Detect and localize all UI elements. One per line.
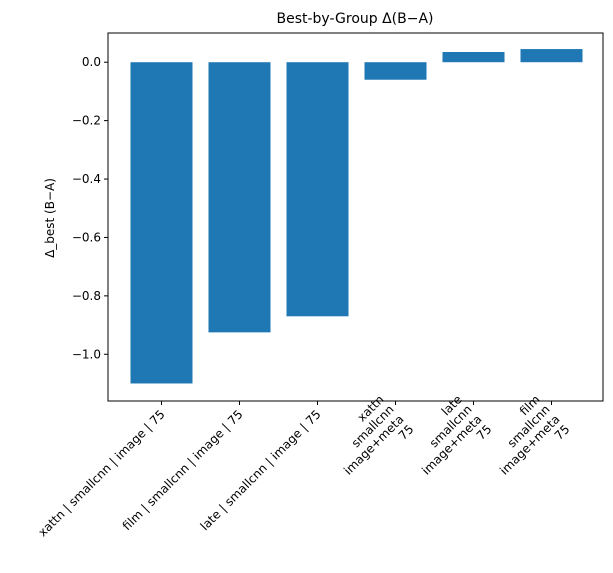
bar <box>286 62 349 317</box>
y-ticks: 0.0 −0.2 −0.4 −0.6 −0.8 −1.0 <box>72 55 108 361</box>
y-tick-label: −0.4 <box>72 172 101 186</box>
bars-layer <box>130 49 583 384</box>
bar <box>208 62 271 333</box>
y-tick-label: 0.0 <box>82 55 101 69</box>
x-tick-label: latesmallcnnimage+meta75 <box>399 392 494 487</box>
bar <box>520 49 583 63</box>
y-axis-label: Δ_best (B−A) <box>43 178 57 258</box>
y-tick-label: −0.2 <box>72 114 101 128</box>
bar <box>364 62 427 80</box>
bar <box>130 62 193 384</box>
plot-frame <box>107 32 604 402</box>
y-tick-label: −1.0 <box>72 347 101 361</box>
x-tick-label: filmsmallcnnimage+meta75 <box>477 392 572 487</box>
y-tick-label: −0.6 <box>72 230 101 244</box>
bar <box>442 51 505 63</box>
x-tick-label: xattnsmallcnnimage+meta75 <box>321 392 416 487</box>
y-tick-label: −0.8 <box>72 289 101 303</box>
chart-title: Best-by-Group Δ(B−A) <box>276 11 433 27</box>
x-tick-label: xattn | smallcnn | image | 75 <box>35 407 167 539</box>
